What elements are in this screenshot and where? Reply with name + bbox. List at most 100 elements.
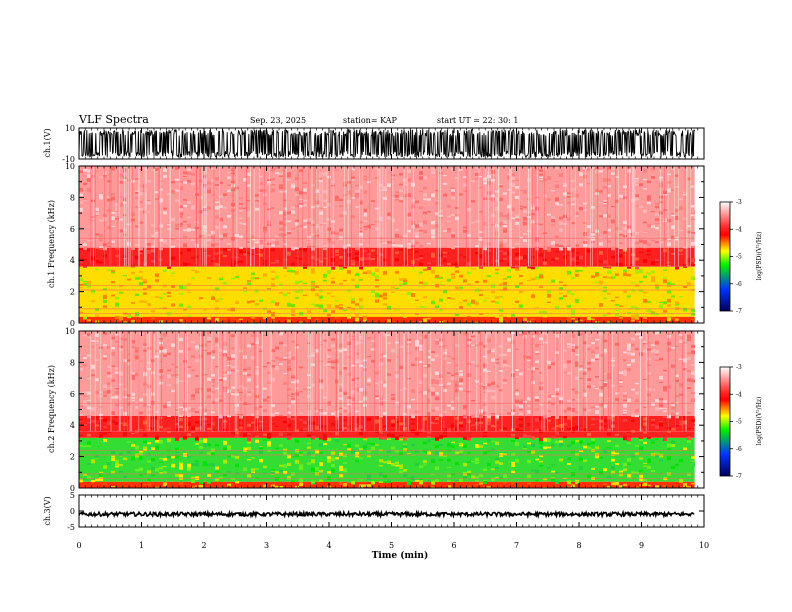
- spectrogram-cell: [255, 341, 259, 344]
- spectrogram-cell: [655, 261, 659, 263]
- spectrogram-cell: [179, 461, 183, 464]
- spectrogram-cell: [99, 234, 103, 238]
- spectrogram-cell: [407, 477, 411, 479]
- spectrogram-cell: [575, 256, 579, 261]
- spectrogram-cell: [623, 247, 627, 251]
- spectrogram-cell: [591, 350, 595, 354]
- spectrogram-cell: [147, 180, 151, 183]
- spectrogram-cell: [687, 260, 691, 264]
- ch1-y-tick-label: 10: [65, 124, 75, 133]
- spectrogram-cell: [175, 167, 179, 170]
- spectrogram-cell: [239, 197, 243, 199]
- spectrogram-cell: [199, 384, 203, 387]
- spectrogram-cell: [243, 210, 247, 213]
- spectrogram-cell: [83, 334, 87, 337]
- spectrogram-cell: [527, 357, 531, 360]
- spectrogram-cell: [231, 280, 235, 283]
- spectrogram-cell: [491, 213, 495, 217]
- spectrogram-cell: [107, 209, 111, 212]
- spectrogram-cell: [359, 227, 363, 229]
- spectrogram-cell: [583, 394, 587, 397]
- spectrogram-cell: [499, 197, 503, 202]
- spectrogram-cell: [227, 471, 231, 473]
- spectrogram-cell: [351, 258, 355, 260]
- spectrogram-cell: [619, 194, 623, 198]
- spectrogram-cell: [83, 357, 87, 360]
- spectrogram-cell: [583, 453, 587, 458]
- spectrogram-cell: [307, 433, 311, 437]
- spectrogram-cell: [603, 178, 607, 182]
- spectrogram-cell: [87, 292, 91, 295]
- spectrogram-cell: [583, 409, 587, 412]
- spectrogram-cell: [223, 193, 227, 197]
- spectrogram-cell: [283, 344, 287, 347]
- spectrogram-cell: [99, 246, 103, 248]
- spectrogram-cell: [499, 426, 503, 428]
- spectrogram-cell: [383, 204, 387, 206]
- spectrogram-cell: [87, 240, 91, 242]
- spectrogram-cell: [515, 404, 519, 407]
- spectrogram-cell: [567, 399, 571, 402]
- spectrogram-cell: [535, 289, 539, 293]
- spectrogram-cell: [151, 447, 155, 451]
- spectrogram-cell: [347, 180, 351, 184]
- spectrogram-cell: [403, 282, 407, 285]
- spectrogram-cell: [327, 360, 331, 364]
- spectrogram-cell: [623, 370, 627, 374]
- spectrogram-cell: [655, 438, 659, 440]
- spectrogram-cell: [451, 376, 455, 380]
- spectrogram-cell: [259, 362, 263, 364]
- spectrogram-cell: [487, 242, 491, 246]
- spectrogram-cell: [615, 273, 619, 276]
- spectrogram-cell: [455, 462, 459, 465]
- spectrogram-cell: [295, 439, 299, 443]
- spectrogram-cell: [555, 250, 559, 253]
- spectrogram-cell: [527, 397, 531, 401]
- spectrogram-cell: [671, 213, 675, 215]
- spectrogram-cell: [555, 192, 559, 197]
- spectrogram-cell: [403, 413, 407, 416]
- spectrogram-cell: [455, 176, 459, 179]
- spectrogram-cell: [343, 419, 347, 421]
- spectrogram-cell: [383, 393, 387, 396]
- spectrogram-cell: [547, 301, 551, 303]
- spectrogram-cell: [179, 337, 183, 342]
- spectrogram-cell: [395, 194, 399, 198]
- spectrogram-cell: [595, 308, 599, 313]
- spectrogram-cell: [303, 282, 307, 284]
- spectrogram-cell: [407, 400, 411, 404]
- spectrogram-cell: [219, 317, 223, 321]
- spectrogram-cell: [451, 407, 455, 410]
- spectrogram-cell: [367, 474, 371, 478]
- spectrogram-cell: [259, 420, 263, 423]
- spectrogram-cell: [259, 450, 263, 454]
- spectrogram-cell: [627, 169, 631, 173]
- spectrogram-cell: [371, 203, 375, 206]
- spectrogram-cell: [207, 254, 211, 257]
- spectrogram-cell: [599, 260, 603, 263]
- spectrogram-cell: [111, 303, 115, 305]
- spectrogram-cell: [479, 254, 483, 259]
- spectrogram-cell: [659, 171, 663, 175]
- spectrogram-cell: [523, 255, 527, 259]
- spectrogram-cell: [655, 202, 659, 205]
- spectrogram-cell: [279, 444, 283, 447]
- spectrogram-cell: [575, 432, 579, 434]
- spectrogram-cell: [647, 195, 651, 199]
- spectrogram-cell: [207, 340, 211, 343]
- spectrogram-cell: [395, 251, 399, 254]
- spectrogram-cell: [275, 477, 279, 482]
- spectrogram-cell: [139, 208, 143, 211]
- spectrogram-cell: [315, 200, 319, 204]
- spectrogram-cell: [419, 255, 423, 257]
- spectrogram-cell: [323, 172, 327, 176]
- spectrogram-cell: [483, 221, 487, 226]
- spectrogram-cell: [543, 310, 547, 315]
- spectrogram-cell: [179, 307, 183, 310]
- spectrogram-cell: [595, 248, 599, 252]
- spectrogram-cell: [311, 280, 315, 283]
- spectrogram-cell: [611, 470, 615, 474]
- spectrogram-cell: [491, 194, 495, 197]
- spectrogram-cell: [183, 235, 187, 239]
- spectrogram-cell: [351, 262, 355, 266]
